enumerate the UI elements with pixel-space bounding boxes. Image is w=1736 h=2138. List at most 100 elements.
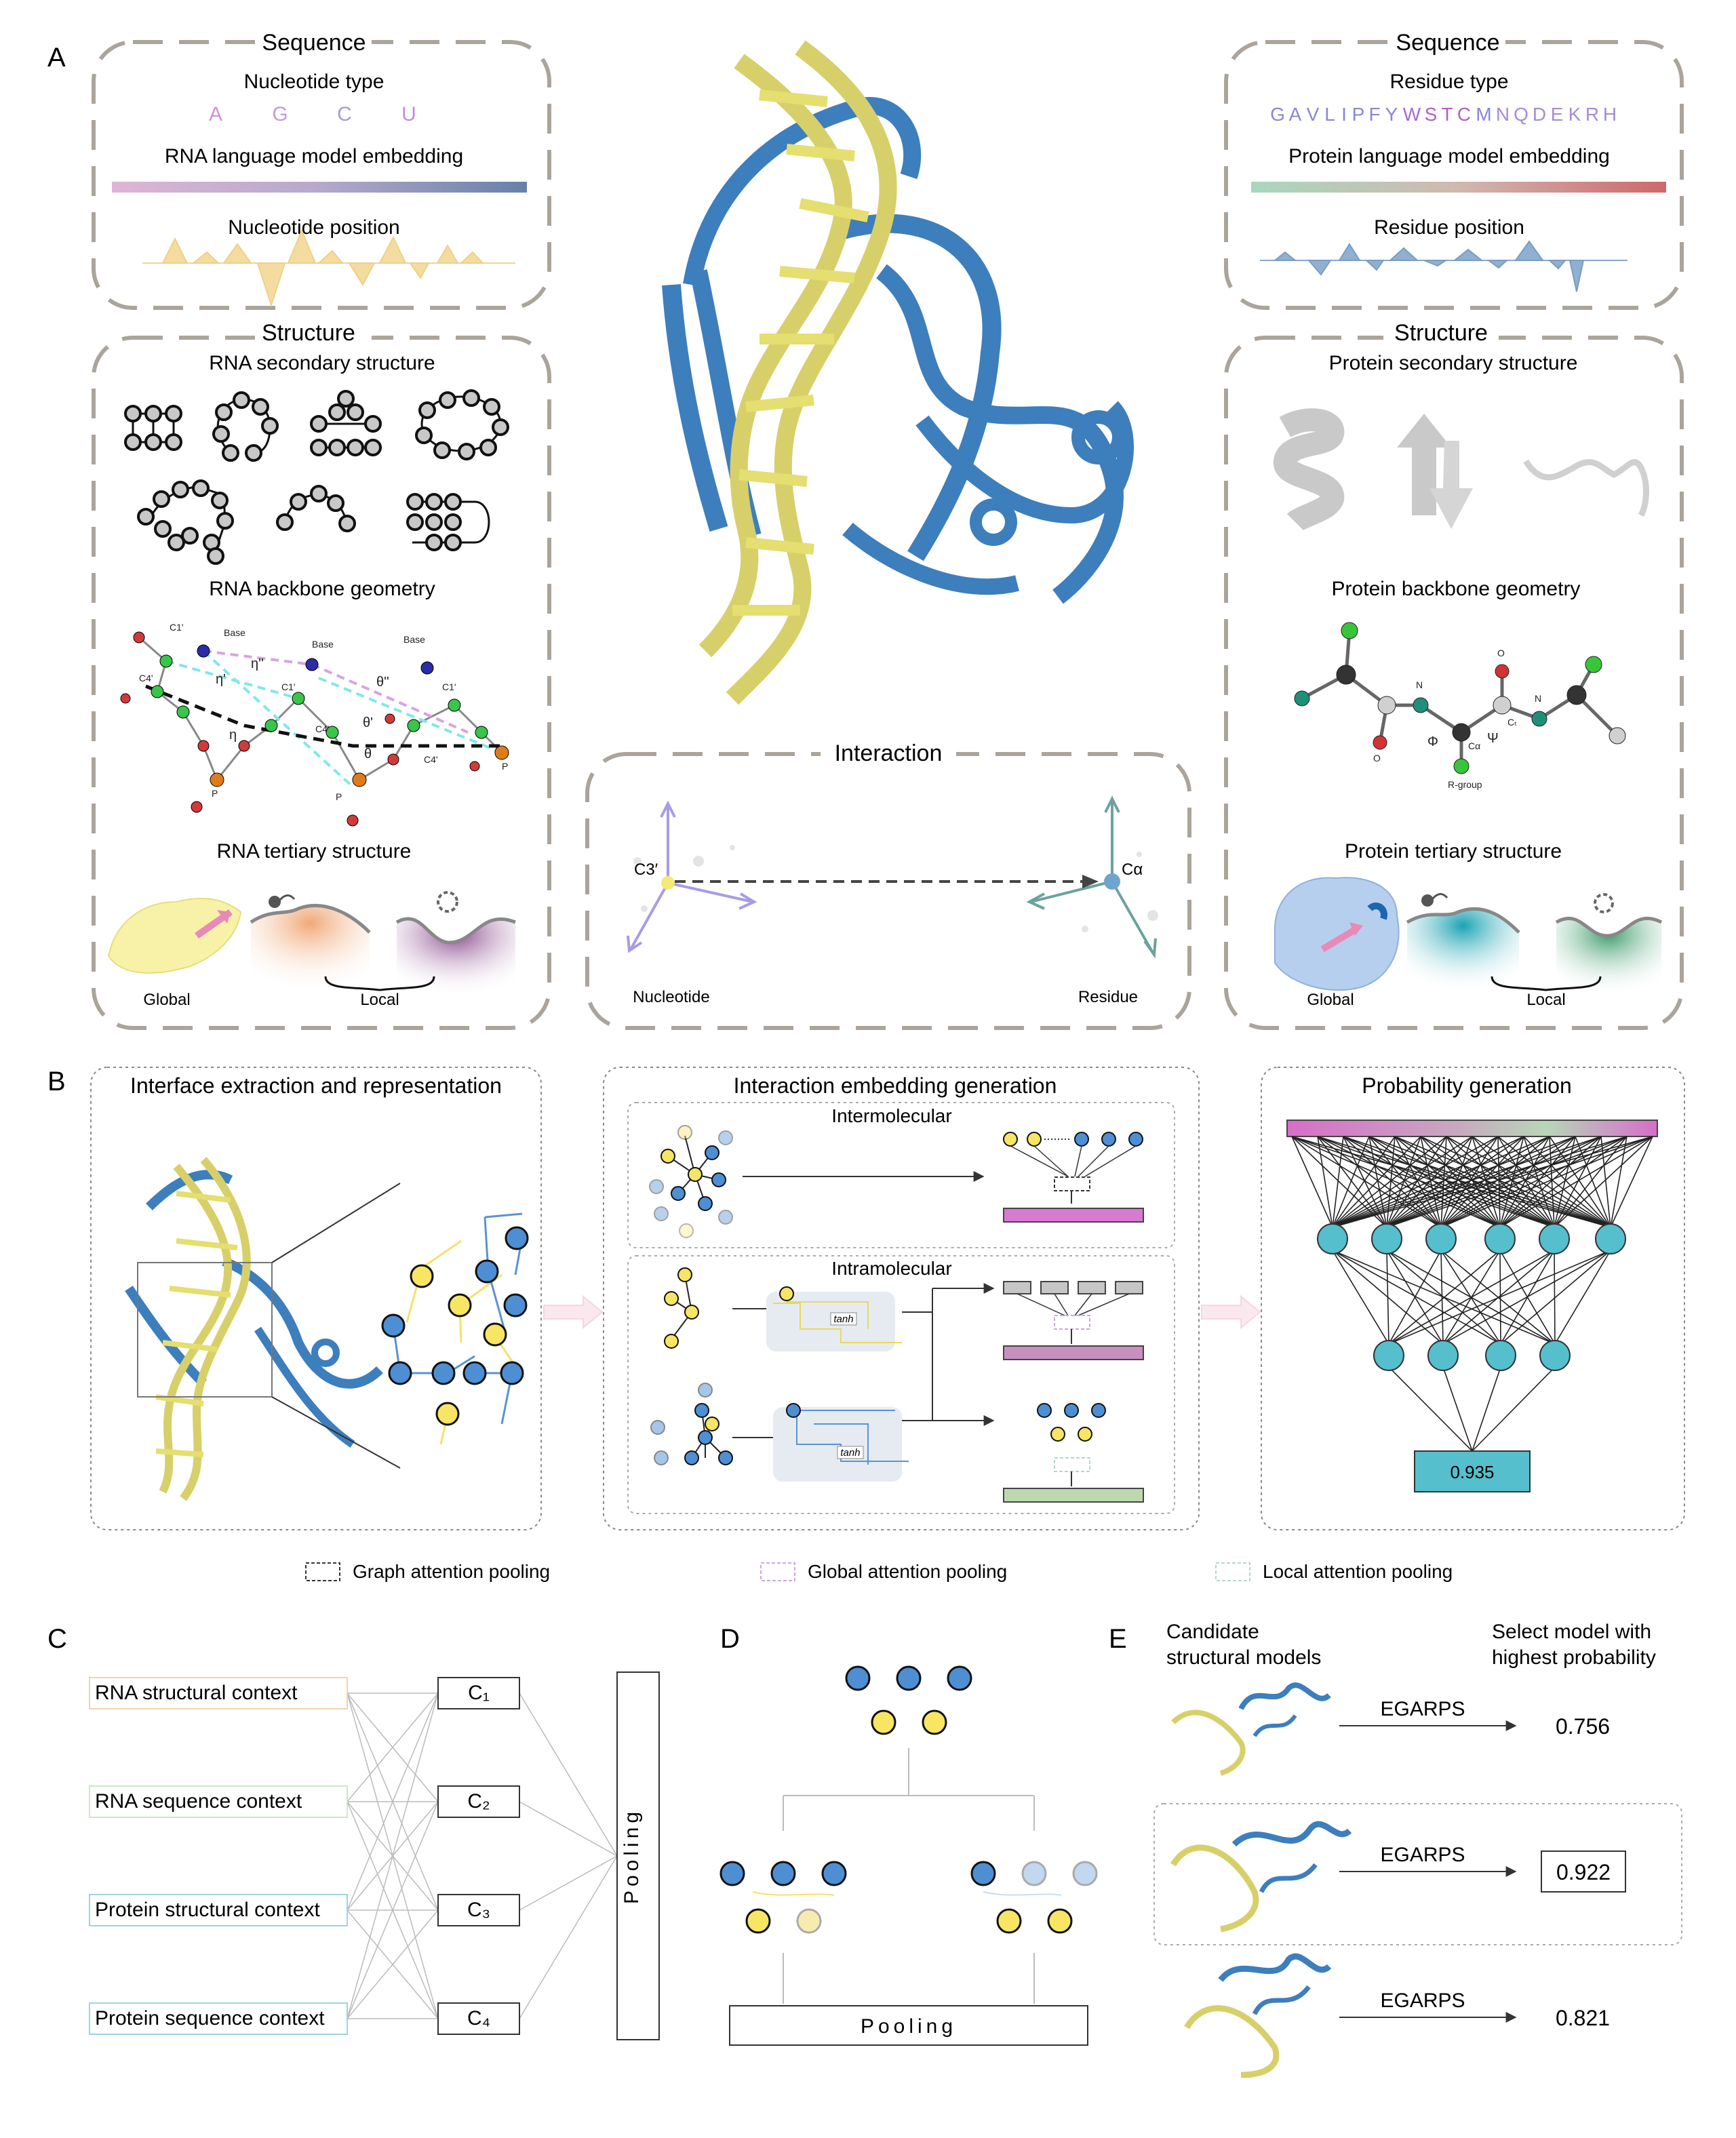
ctx-c1-box	[437, 1677, 520, 1709]
res-letter-f: F	[1368, 104, 1380, 125]
rna-bb-p-c: P	[502, 761, 508, 772]
mlp-hidden2-node-0	[1373, 1340, 1404, 1371]
mlp-hidden1-node-2	[1425, 1223, 1457, 1254]
prot-bb-phi: Φ	[1427, 734, 1438, 749]
rna-structure-title: Structure	[262, 320, 355, 346]
nucleotide-position-label: Nucleotide position	[228, 216, 400, 239]
probability-generation-title: Probability generation	[1362, 1073, 1572, 1098]
rna-sequence-title: Sequence	[262, 30, 366, 56]
rna-protein-complex-illustration	[662, 40, 1134, 705]
candidate-models-label: Candidate structural models	[1166, 1621, 1321, 1669]
intramolecular-title: Intramolecular	[831, 1258, 951, 1279]
rna-bb-p-a: P	[212, 788, 218, 799]
pooling-tree: Pooling	[719, 1665, 1098, 2046]
mlp-hidden1-node-3	[1484, 1223, 1516, 1254]
residue-type-label: Residue type	[1389, 71, 1508, 93]
panel-label-e: E	[1109, 1624, 1127, 1654]
score-2: 0.922	[1556, 1860, 1611, 1884]
nucleotide-position-wave	[142, 229, 515, 308]
ca-atom	[1104, 873, 1120, 890]
rna-ss-label: RNA secondary structure	[209, 352, 435, 374]
intermolecular-title: Intermolecular	[831, 1105, 951, 1126]
panel-label-b: B	[47, 1067, 66, 1096]
res-letter-g: G	[1270, 104, 1285, 125]
res-letter-q: Q	[1514, 104, 1528, 125]
prot-bb-rgroup: R-group	[1448, 779, 1482, 790]
nt-letter-c: C	[337, 103, 352, 125]
intermolecular-diagram	[649, 1125, 1144, 1238]
interface-extraction-box	[90, 1067, 542, 1530]
score-3: 0.821	[1556, 2006, 1610, 2030]
egarps-label-3: EGARPS	[1380, 1989, 1465, 2012]
rna-bb-c4-b: C4'	[315, 724, 330, 734]
nucleotide-letters: A G C U	[209, 103, 416, 125]
prot-bb-o-a: O	[1373, 753, 1381, 764]
rna-bb-theta-dprime: θ''	[376, 675, 389, 690]
ctx-protein-sequence-label: Protein sequence context	[95, 2007, 325, 2030]
protein-bb-label: Protein backbone geometry	[1332, 578, 1581, 600]
rna-local-orange-pocket	[251, 905, 370, 993]
probability-output-box	[1414, 1450, 1531, 1492]
rna-bb-label: RNA backbone geometry	[209, 578, 435, 600]
protein-ts-label: Protein tertiary structure	[1345, 840, 1562, 863]
random-coil-shape	[1523, 458, 1649, 517]
rna-bb-c1-c: C1'	[442, 681, 456, 692]
rna-bb-c4-c: C4'	[424, 754, 438, 765]
rna-bb-base-b: Base	[312, 639, 334, 650]
residue-letters: G A V L I P F Y W S T C M N Q D E K R H	[1270, 104, 1617, 125]
intermolecular-box	[627, 1102, 1175, 1248]
pooling-legend: Graph attention pooling Global attention…	[305, 1561, 1453, 1582]
interface-zoom-box	[137, 1262, 273, 1398]
mlp-hidden2-node-2	[1485, 1340, 1516, 1371]
protein-global-surface	[1274, 877, 1400, 991]
protein-structure-title: Structure	[1394, 320, 1488, 346]
res-letter-v: V	[1307, 104, 1320, 125]
rna-lm-embedding-bar	[112, 182, 527, 193]
intramolecular-diagram: tanh tanh	[650, 1267, 1144, 1503]
mlp-hidden2-node-1	[1427, 1340, 1459, 1371]
score-1: 0.756	[1556, 1714, 1610, 1739]
prot-bb-n-b: N	[1535, 693, 1541, 704]
mlp-hidden1-node-4	[1539, 1223, 1570, 1254]
nucleotide-type-label: Nucleotide type	[244, 71, 384, 93]
beta-sheet-shape	[1397, 414, 1451, 515]
mlp-input-embedding	[1286, 1120, 1658, 1137]
d-pooling-label: Pooling	[861, 2015, 957, 2038]
res-letter-m: M	[1476, 104, 1491, 125]
rna-local-purple-pocket	[397, 918, 515, 997]
protein-secondary-structure	[1274, 408, 1649, 532]
res-letter-i: I	[1341, 104, 1347, 125]
best-score-box	[1541, 1850, 1626, 1893]
ctx-c3-label: C₃	[467, 1899, 490, 1921]
prot-bb-ca: Cα	[1468, 740, 1480, 751]
rna-global-label: Global	[143, 991, 190, 1009]
rna-ts-label: RNA tertiary structure	[217, 840, 412, 863]
rna-bb-c1-b: C1'	[281, 681, 296, 692]
interaction-embedding-box	[603, 1067, 1200, 1530]
prot-bb-o-b: O	[1497, 648, 1505, 658]
ctx-c4-label: C₄	[467, 2007, 490, 2030]
res-letter-a: A	[1289, 104, 1302, 125]
protein-backbone-geometry: N N O O Φ Ψ Cα Cₜ R-group	[1294, 622, 1626, 790]
rna-bb-base-c: Base	[403, 634, 425, 645]
legend-graph-attention: Graph attention pooling	[353, 1561, 550, 1582]
candidate-model-2	[1170, 1821, 1352, 1933]
ctx-c4-box	[437, 2002, 520, 2035]
ctx-rna-sequence	[89, 1785, 348, 1818]
rna-secondary-structure-motifs	[124, 389, 509, 565]
interaction-embedding-title: Interaction embedding generation	[734, 1073, 1057, 1098]
protein-local-green-pocket	[1556, 918, 1661, 997]
select-model-label: Select model with highest probability	[1492, 1621, 1656, 1669]
ctx-rna-structural-label: RNA structural context	[95, 1682, 298, 1704]
egarps-label-2: EGARPS	[1380, 1844, 1465, 1866]
res-letter-l: L	[1324, 104, 1335, 125]
mlp-hidden1-node-0	[1317, 1223, 1348, 1254]
intermolecular-embedding	[1003, 1208, 1144, 1223]
prot-bb-psi: Ψ	[1487, 731, 1499, 746]
rna-global-surface	[107, 898, 242, 974]
ctx-pooling-label: Pooling	[620, 1808, 643, 1904]
rna-local-label: Local	[360, 991, 399, 1009]
res-letter-e: E	[1551, 104, 1564, 125]
mlp-network: 0.935	[1286, 1120, 1658, 1492]
ctx-c2-label: C₂	[467, 1790, 490, 1813]
